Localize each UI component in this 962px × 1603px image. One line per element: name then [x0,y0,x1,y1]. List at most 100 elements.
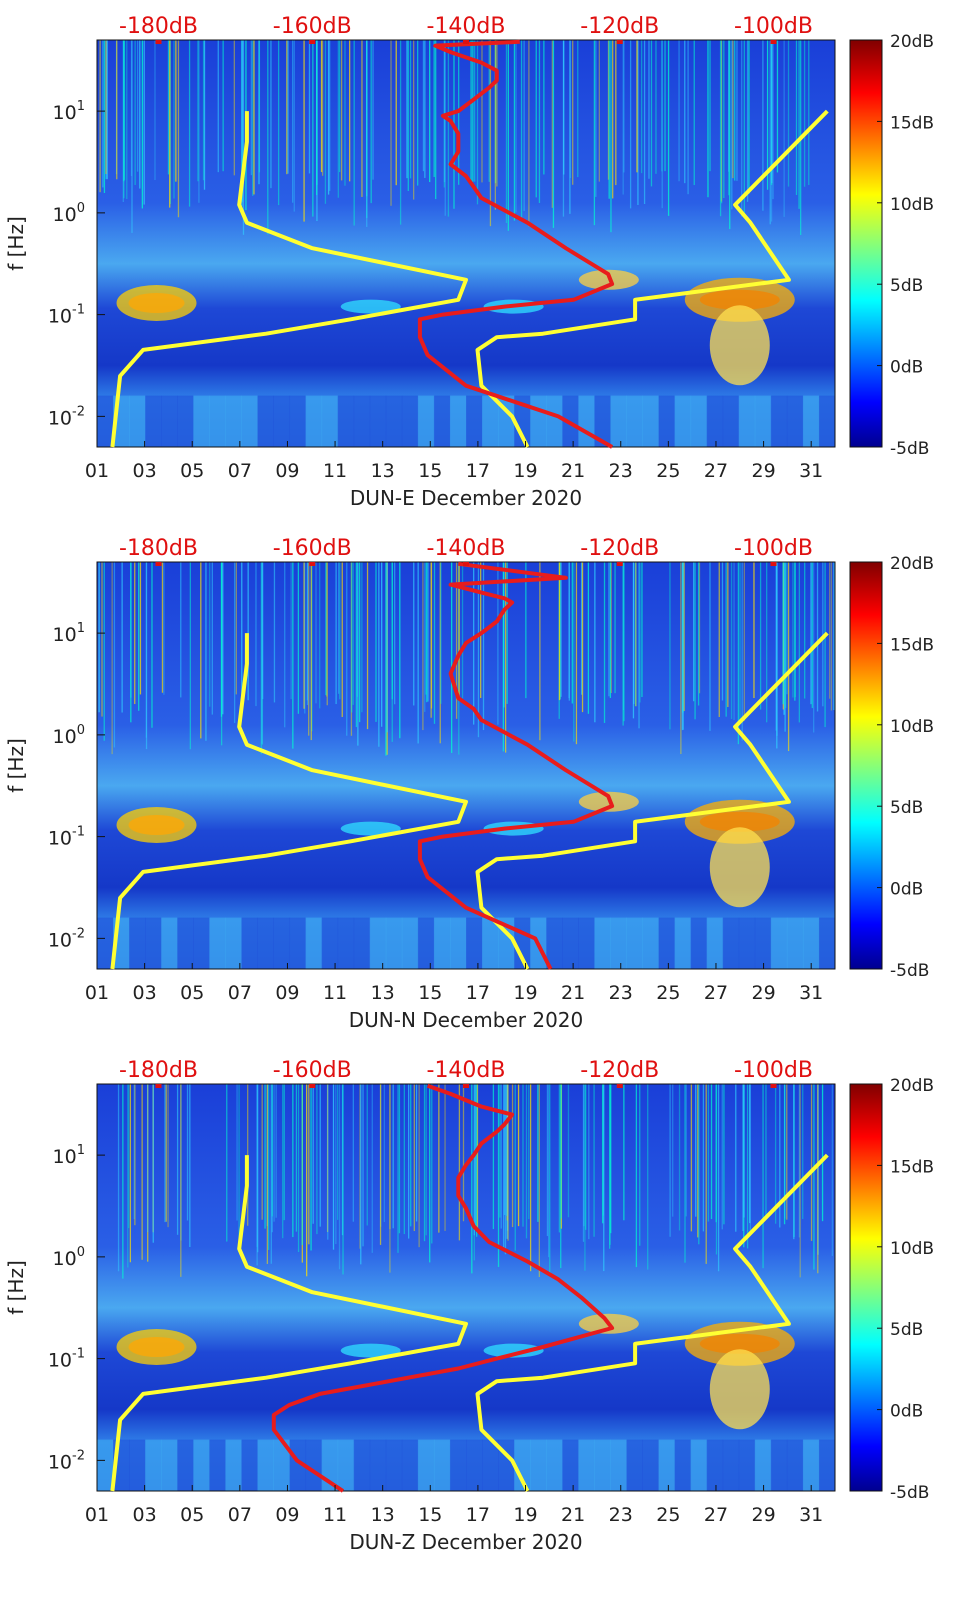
noise-streak [270,1084,272,1264]
noise-streak [287,40,289,174]
low-frequency-band [225,1439,242,1491]
top-tick [616,1084,623,1088]
noise-streak [500,1084,502,1229]
noise-streak [226,1084,228,1242]
noise-streak [275,1084,277,1218]
noise-streak [749,1084,751,1224]
noise-streak [430,562,433,709]
noise-streak [371,1084,373,1253]
y-tick-label: 101 [53,1143,85,1168]
colorbar-tick-label: 20dB [890,554,934,574]
x-tick-label: 01 [85,982,109,1004]
noise-streak [506,1084,508,1216]
low-frequency-band [674,1439,692,1491]
noise-streak [326,562,328,697]
noise-streak [372,40,374,180]
noise-streak [267,40,269,235]
noise-streak [585,1084,587,1230]
colorbar [849,561,883,970]
low-frequency-band [401,1439,419,1491]
noise-streak [233,562,236,723]
noise-streak [690,1084,693,1232]
noise-streak [220,562,223,746]
low-frequency-band [642,917,660,969]
microseism-patch [116,807,197,844]
noise-streak [783,562,785,715]
x-tick-label: 11 [323,1504,347,1526]
x-tick-label: 31 [799,1504,823,1526]
noise-streak [319,1084,321,1227]
noise-streak [746,40,749,202]
colorbar-tick-label: 10dB [890,1239,934,1259]
microseism-patch [116,285,197,322]
noise-streak [327,40,330,195]
low-frequency-band [289,1439,307,1491]
noise-streak [326,1084,329,1233]
noise-streak [787,40,790,187]
noise-streak [366,40,368,219]
low-frequency-band [578,395,595,447]
noise-streak [543,40,545,175]
microseism-patch [116,1329,197,1366]
noise-streak [723,40,725,199]
noise-streak [568,562,570,701]
noise-streak [602,1084,604,1224]
noise-streak [571,562,573,704]
noise-streak [614,562,616,694]
top-tick-label: -180dB [119,1058,198,1083]
noise-streak [692,562,695,702]
noise-streak [177,40,180,218]
top-tick [463,1084,469,1088]
microseism-patch [340,821,401,836]
low-frequency-band [177,395,194,447]
noise-streak [439,562,441,744]
low-frequency-band [257,917,274,969]
noise-streak [739,562,741,723]
colorbar-tick-label: -5dB [890,961,929,981]
noise-streak [258,40,261,173]
low-frequency-band [161,1439,178,1491]
low-frequency-band [449,917,467,969]
y-tick-label: 10-1 [48,825,85,850]
noise-streak [608,562,610,697]
noise-streak [782,562,784,705]
noise-streak [407,40,409,191]
x-tick-label: 17 [466,982,490,1004]
noise-streak [822,562,824,707]
noise-streak [410,1084,412,1227]
noise-streak [802,1084,804,1219]
noise-streak [306,562,309,706]
noise-streak [494,40,497,184]
noise-streak [471,1084,473,1274]
low-frequency-band [546,1439,563,1491]
microseism-patch [709,305,770,386]
low-frequency-band [722,917,740,969]
noise-streak [582,1084,585,1242]
noise-streak [734,40,736,181]
noise-streak [709,562,711,731]
noise-streak [341,562,343,717]
noise-streak [295,1084,298,1232]
low-frequency-band [754,1439,772,1491]
low-frequency-band [482,917,499,969]
noise-streak [134,1084,136,1226]
noise-streak [235,562,237,695]
noise-streak [370,40,372,204]
low-frequency-band [706,917,724,969]
y-tick-label: 10-1 [48,303,85,328]
low-frequency-band [241,395,258,447]
low-frequency-band [466,917,483,969]
noise-streak [727,562,729,707]
noise-streak [831,1084,834,1257]
x-tick-label: 19 [513,1504,537,1526]
noise-streak [282,1084,284,1239]
low-frequency-band [193,917,210,969]
spectrogram-panel-3: -180dB -160dB -140dB -120dB -100dB 01 03 05 07 09… [4,1058,934,1554]
noise-streak [435,40,437,200]
top-tick-label: -180dB [119,536,198,561]
noise-streak [358,562,361,723]
noise-streak [683,562,685,712]
low-frequency-band [722,1439,740,1491]
noise-streak [139,40,141,189]
